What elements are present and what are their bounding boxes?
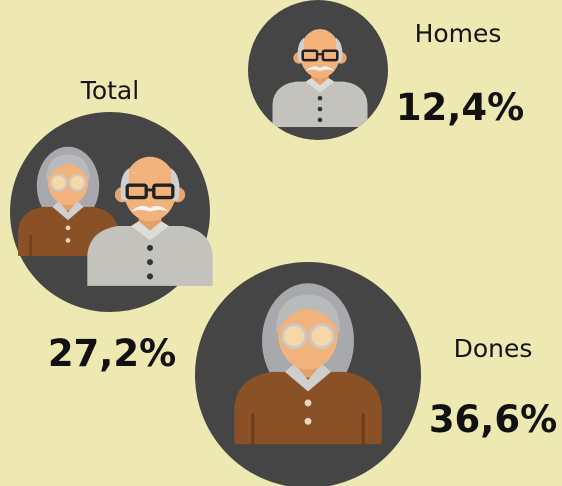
- page: Homes 12,4% Total 27,2% Dones 36,6% (() …: [0, 0, 562, 486]
- homes-value: 12,4%: [396, 86, 524, 129]
- total-value: 27,2%: [48, 332, 176, 375]
- dones-label: Dones: [454, 334, 533, 363]
- dones-value: 36,6%: [429, 398, 557, 441]
- infographic: Homes 12,4% Total 27,2% Dones 36,6%: [0, 0, 562, 486]
- total-label: Total: [80, 76, 139, 105]
- homes-label: Homes: [415, 19, 502, 48]
